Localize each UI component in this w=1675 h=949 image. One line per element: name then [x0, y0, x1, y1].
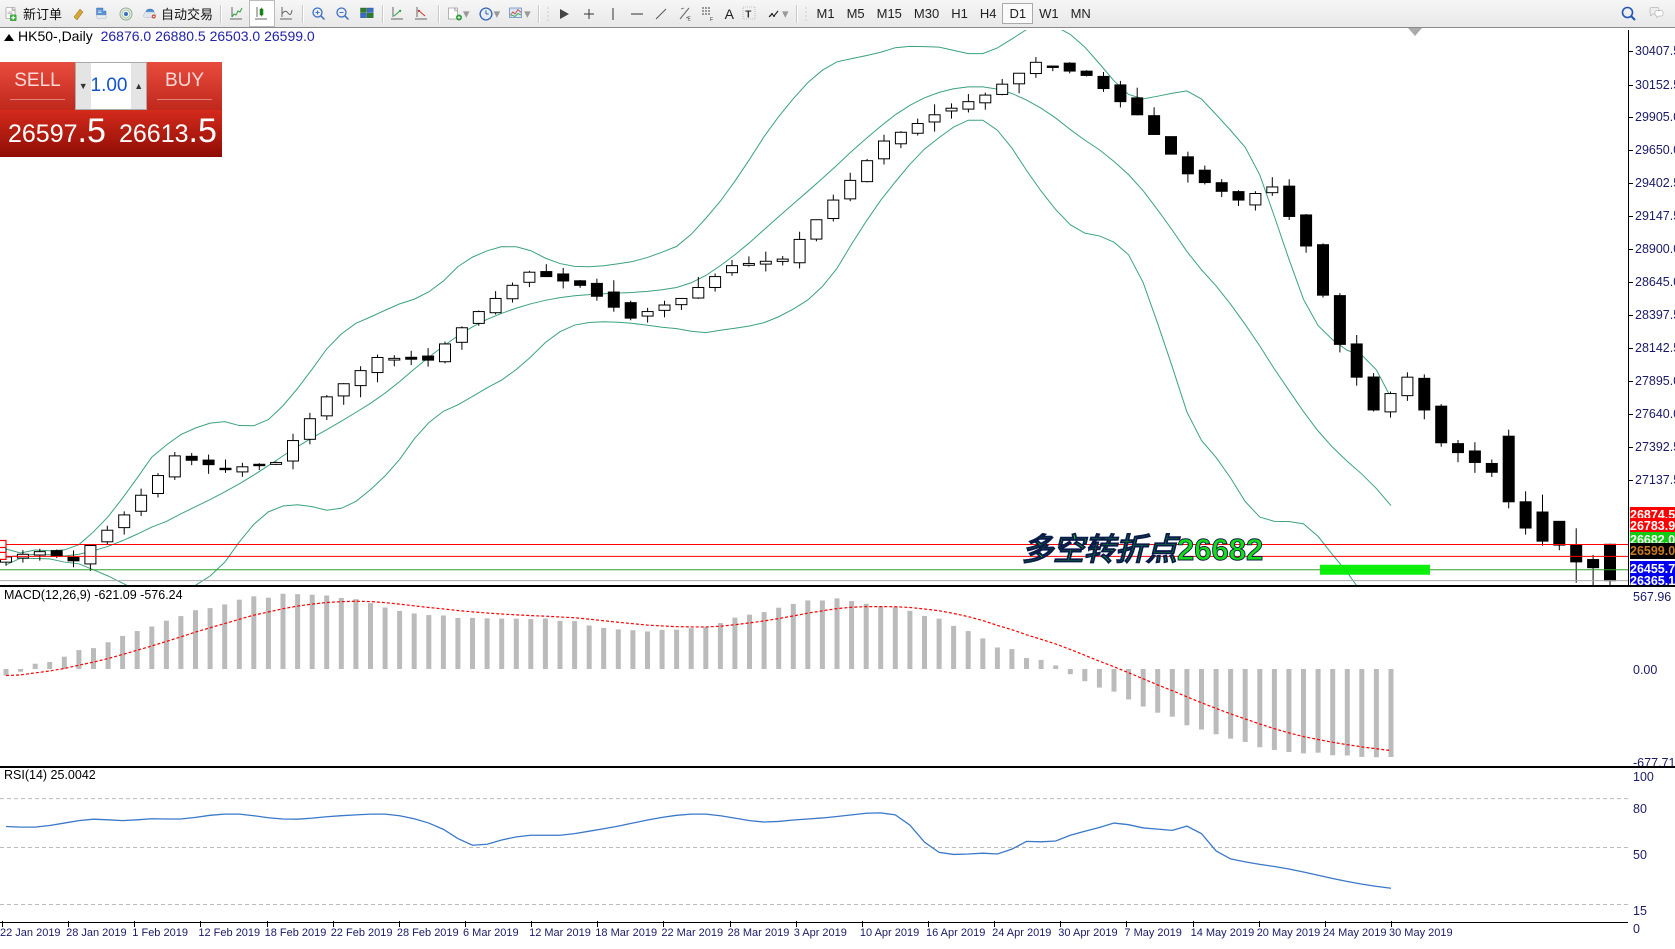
svg-text:E: E: [687, 16, 691, 22]
svg-text:F: F: [710, 17, 713, 22]
svg-text:多空转折点26682: 多空转折点26682: [1022, 532, 1263, 567]
svg-text:T: T: [745, 9, 751, 20]
